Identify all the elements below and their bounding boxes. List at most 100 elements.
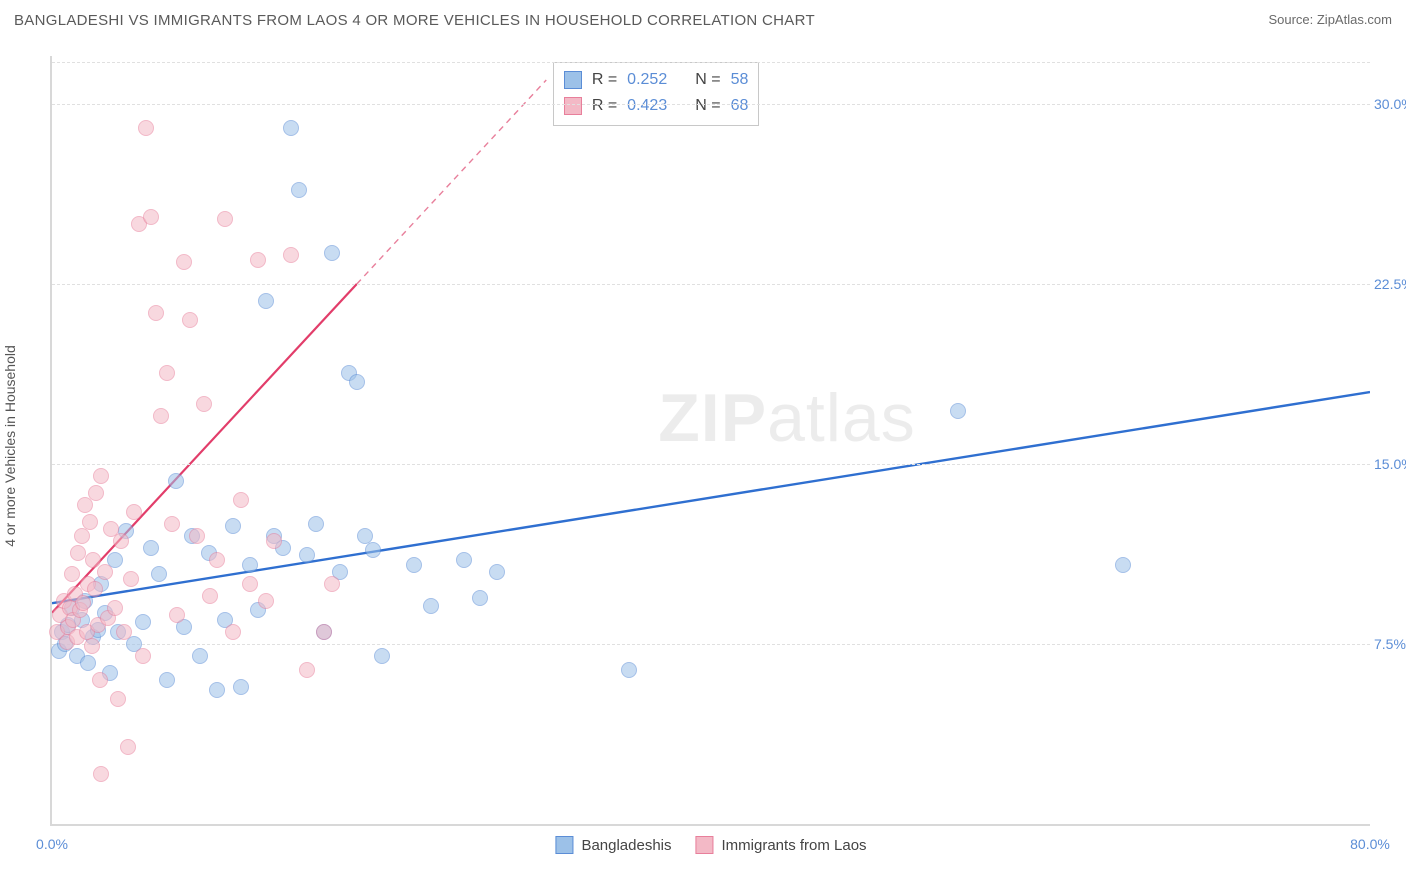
scatter-point — [250, 252, 266, 268]
y-tick-label: 7.5% — [1374, 636, 1406, 652]
scatter-point — [151, 566, 167, 582]
scatter-point — [225, 518, 241, 534]
scatter-point — [93, 468, 109, 484]
scatter-point — [209, 552, 225, 568]
scatter-point — [258, 593, 274, 609]
scatter-point — [189, 528, 205, 544]
grid-line-h — [52, 464, 1370, 465]
scatter-point — [308, 516, 324, 532]
correlation-legend-row: R = 0.252 N = 58 — [564, 67, 749, 93]
scatter-point — [84, 638, 100, 654]
scatter-point — [192, 648, 208, 664]
watermark-rest: atlas — [767, 380, 916, 456]
grid-line-h — [52, 62, 1370, 63]
scatter-point — [349, 374, 365, 390]
scatter-point — [107, 600, 123, 616]
scatter-point — [88, 485, 104, 501]
scatter-point — [324, 245, 340, 261]
scatter-point — [233, 679, 249, 695]
scatter-point — [217, 211, 233, 227]
correlation-legend-row: R = 0.423 N = 68 — [564, 93, 749, 119]
y-tick-label: 30.0% — [1374, 96, 1406, 112]
y-tick-label: 15.0% — [1374, 456, 1406, 472]
scatter-point — [258, 293, 274, 309]
scatter-point — [225, 624, 241, 640]
scatter-point — [110, 691, 126, 707]
scatter-point — [242, 557, 258, 573]
y-axis-label: 4 or more Vehicles in Household — [2, 345, 18, 547]
title-bar: BANGLADESHI VS IMMIGRANTS FROM LAOS 4 OR… — [14, 12, 1392, 34]
scatter-point — [233, 492, 249, 508]
x-tick-label: 0.0% — [36, 836, 68, 852]
stat-r-label: R = — [592, 71, 617, 89]
scatter-point — [489, 564, 505, 580]
stat-n-value-2: 68 — [731, 97, 749, 115]
series-legend-label-1: Bangladeshis — [581, 837, 671, 854]
legend-swatch-series-2 — [564, 97, 582, 115]
stat-r-label: R = — [592, 97, 617, 115]
series-legend: Bangladeshis Immigrants from Laos — [555, 836, 866, 854]
scatter-point — [153, 408, 169, 424]
scatter-point — [1115, 557, 1131, 573]
scatter-point — [176, 254, 192, 270]
scatter-point — [120, 739, 136, 755]
scatter-point — [621, 662, 637, 678]
scatter-point — [374, 648, 390, 664]
source-label: Source: — [1268, 12, 1316, 27]
scatter-point — [70, 545, 86, 561]
stat-n-label: N = — [695, 71, 720, 89]
source-attribution: Source: ZipAtlas.com — [1268, 12, 1392, 27]
scatter-point — [123, 571, 139, 587]
scatter-point — [283, 247, 299, 263]
x-tick-label: 80.0% — [1350, 836, 1390, 852]
scatter-point — [77, 497, 93, 513]
scatter-point — [202, 588, 218, 604]
scatter-point — [266, 533, 282, 549]
scatter-point — [316, 624, 332, 640]
scatter-plot-area: ZIPatlas R = 0.252 N = 58 R = 0.423 N = … — [50, 56, 1370, 826]
scatter-point — [406, 557, 422, 573]
scatter-point — [456, 552, 472, 568]
scatter-point — [196, 396, 212, 412]
watermark-bold: ZIP — [658, 380, 767, 456]
scatter-point — [87, 581, 103, 597]
grid-line-h — [52, 644, 1370, 645]
series-legend-item: Bangladeshis — [555, 836, 671, 854]
stat-r-value-1: 0.252 — [627, 71, 667, 89]
scatter-point — [148, 305, 164, 321]
legend-swatch-series-1 — [564, 71, 582, 89]
scatter-point — [126, 504, 142, 520]
scatter-point — [209, 682, 225, 698]
scatter-point — [472, 590, 488, 606]
scatter-point — [82, 514, 98, 530]
scatter-point — [64, 566, 80, 582]
y-tick-label: 22.5% — [1374, 276, 1406, 292]
scatter-point — [92, 672, 108, 688]
stat-r-value-2: 0.423 — [627, 97, 667, 115]
scatter-point — [143, 540, 159, 556]
stat-n-value-1: 58 — [731, 71, 749, 89]
scatter-point — [135, 614, 151, 630]
scatter-point — [135, 648, 151, 664]
watermark: ZIPatlas — [658, 379, 915, 457]
grid-line-h — [52, 284, 1370, 285]
scatter-point — [97, 564, 113, 580]
trend-line — [357, 80, 546, 284]
scatter-point — [365, 542, 381, 558]
scatter-point — [138, 120, 154, 136]
scatter-point — [283, 120, 299, 136]
chart-title: BANGLADESHI VS IMMIGRANTS FROM LAOS 4 OR… — [14, 12, 815, 29]
correlation-legend: R = 0.252 N = 58 R = 0.423 N = 68 — [553, 62, 760, 126]
source-name: ZipAtlas.com — [1317, 12, 1392, 27]
scatter-point — [324, 576, 340, 592]
scatter-point — [168, 473, 184, 489]
scatter-point — [80, 655, 96, 671]
scatter-point — [299, 662, 315, 678]
scatter-point — [169, 607, 185, 623]
scatter-point — [116, 624, 132, 640]
scatter-point — [159, 365, 175, 381]
scatter-point — [423, 598, 439, 614]
legend-swatch-series-1 — [555, 836, 573, 854]
scatter-point — [113, 533, 129, 549]
grid-line-h — [52, 104, 1370, 105]
